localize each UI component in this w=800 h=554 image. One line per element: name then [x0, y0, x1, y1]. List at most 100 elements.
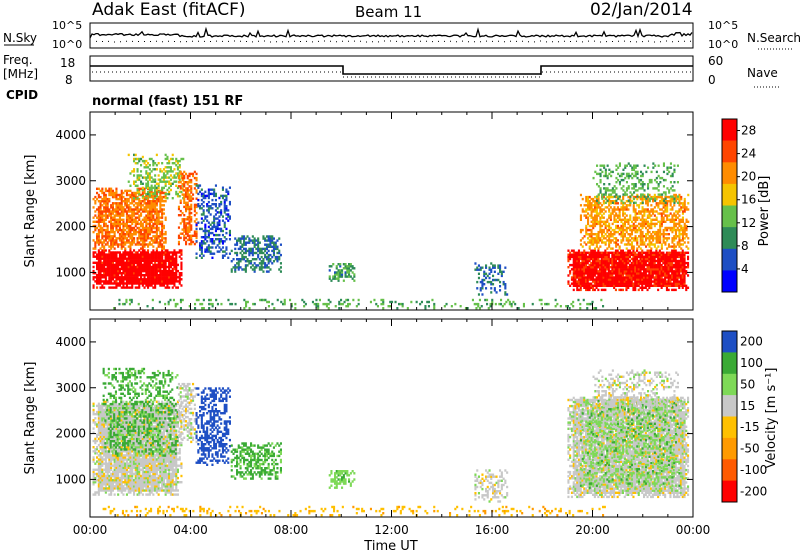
data-cell: [110, 272, 113, 275]
data-cell: [138, 243, 141, 246]
data-cell: [630, 261, 633, 265]
data-cell: [650, 282, 653, 285]
data-cell: [618, 228, 621, 232]
data-cell: [674, 274, 677, 277]
data-cell: [168, 186, 171, 190]
data-cell: [641, 220, 644, 223]
data-cell: [178, 164, 181, 167]
data-cell: [622, 204, 625, 207]
data-cell: [131, 276, 134, 279]
data-cell: [685, 286, 688, 289]
data-cell: [143, 228, 146, 232]
data-cell: [150, 253, 153, 256]
data-cell: [544, 302, 547, 306]
data-cell: [199, 184, 202, 187]
data-cell: [111, 253, 114, 256]
data-cell: [676, 222, 679, 226]
data-cell: [676, 278, 679, 281]
data-cell: [579, 272, 582, 275]
data-cell: [644, 257, 647, 261]
data-cell: [134, 212, 137, 215]
data-cell: [625, 226, 628, 230]
data-cell: [221, 229, 224, 233]
data-cell: [599, 239, 602, 242]
data-cell: [94, 200, 97, 203]
data-cell: [650, 263, 653, 267]
data-cell: [209, 238, 212, 241]
data-cell: [665, 286, 668, 289]
data-cell: [145, 259, 148, 262]
data-cell: [140, 247, 143, 250]
data-cell: [611, 233, 614, 236]
data-cell: [315, 302, 318, 306]
data-cell: [634, 268, 637, 271]
data-cell: [260, 268, 263, 271]
data-cell: [220, 209, 223, 212]
data-cell: [623, 220, 626, 223]
data-cell: [572, 266, 575, 269]
data-cell: [559, 305, 562, 308]
data-cell: [183, 199, 186, 202]
data-cell: [125, 218, 128, 221]
data-cell: [92, 278, 95, 281]
data-cell: [611, 208, 614, 211]
data-cell: [127, 204, 130, 207]
data-cell: [334, 305, 337, 308]
data-cell: [636, 278, 639, 281]
data-cell: [103, 245, 106, 248]
data-cell: [159, 189, 162, 193]
data-cell: [676, 226, 679, 230]
data-cell: [214, 233, 217, 237]
data-cell: [138, 187, 141, 190]
data-cell: [616, 214, 619, 217]
data-cell: [175, 164, 178, 167]
data-cell: [613, 263, 616, 267]
data-cell: [653, 284, 656, 287]
data-cell: [679, 257, 682, 261]
data-cell: [140, 230, 143, 234]
data-cell: [155, 153, 158, 157]
data-cell: [678, 268, 681, 271]
data-cell: [608, 226, 611, 230]
data-cell: [154, 178, 157, 181]
data-cell: [664, 204, 667, 207]
data-cell: [148, 206, 151, 209]
data-cell: [155, 272, 158, 275]
data-cell: [251, 264, 254, 267]
data-cell: [623, 257, 626, 261]
data-cell: [637, 268, 640, 271]
data-cell: [122, 272, 125, 275]
data-cell: [157, 218, 160, 221]
data-cell: [595, 251, 598, 254]
data-cell: [655, 218, 658, 221]
data-cell: [671, 230, 674, 234]
data-cell: [113, 259, 116, 262]
data-cell: [143, 243, 146, 246]
data-cell: [99, 253, 102, 256]
data-cell: [609, 214, 612, 217]
data-cell: [129, 243, 132, 246]
data-cell: [218, 246, 221, 249]
data-cell: [646, 255, 649, 259]
data-cell: [117, 206, 120, 209]
data-cell: [213, 215, 216, 218]
data-cell: [265, 251, 268, 255]
data-cell: [643, 224, 646, 228]
data-cell: [110, 265, 113, 269]
data-cell: [376, 305, 379, 308]
data-cell: [570, 282, 573, 285]
data-cell: [159, 257, 162, 260]
data-cell: [92, 206, 95, 209]
data-cell: [594, 204, 597, 207]
data-cell: [495, 278, 498, 282]
data-cell: [237, 262, 240, 265]
data-cell: [271, 302, 274, 306]
data-cell: [177, 226, 180, 229]
data-cell: [104, 243, 107, 246]
data-cell: [241, 255, 244, 259]
data-cell: [625, 268, 628, 271]
data-cell: [193, 205, 196, 209]
data-cell: [154, 269, 157, 273]
data-cell: [590, 249, 593, 252]
data-cell: [660, 278, 663, 281]
